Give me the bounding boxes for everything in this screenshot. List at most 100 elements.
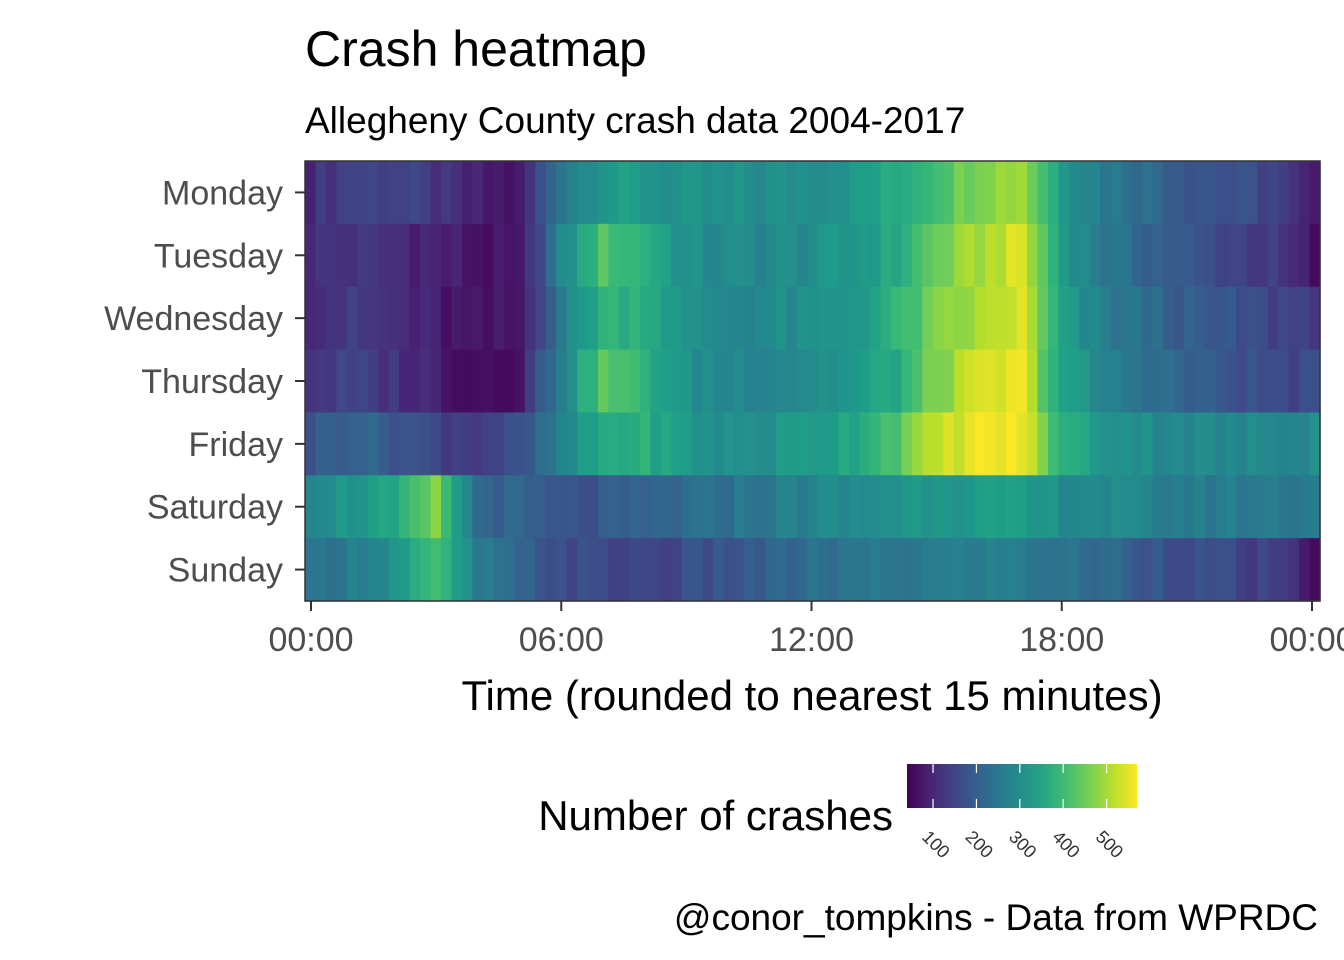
heat-cell: [482, 161, 494, 225]
heat-cell: [493, 223, 505, 288]
heat-cell: [870, 475, 882, 539]
heat-cell: [461, 349, 474, 414]
heat-cell: [953, 286, 965, 351]
y-axis: Monday Tuesday Wednesday Thursday Friday Satu…: [104, 174, 305, 590]
heat-cell: [1152, 223, 1164, 288]
heat-cell: [430, 286, 442, 351]
heat-cell: [325, 412, 337, 476]
heat-cell: [1299, 223, 1311, 288]
legend-colorbar: [907, 764, 1137, 808]
heat-cell: [1257, 538, 1269, 602]
x-axis: 00:00 06:00 12:00 18:00 00:00: [268, 601, 1344, 659]
heat-cell: [597, 475, 610, 539]
heat-cell: [807, 475, 819, 539]
heat-cell: [1121, 412, 1133, 476]
heat-cell: [1152, 538, 1164, 602]
heat-cell: [692, 412, 704, 476]
heat-cell: [1131, 412, 1143, 476]
heat-cell: [828, 223, 840, 288]
heat-cell: [754, 161, 767, 225]
heat-cell: [388, 223, 400, 288]
heat-cell: [744, 161, 756, 225]
heat-cell: [618, 538, 630, 602]
heat-cell: [744, 349, 756, 414]
heat-cell: [1183, 223, 1196, 288]
heat-cell: [880, 475, 892, 539]
heat-cell: [1006, 161, 1018, 225]
heat-cell: [639, 349, 651, 414]
heat-cell: [1047, 475, 1059, 539]
heat-cell: [618, 223, 630, 288]
heat-cell: [922, 412, 934, 476]
heat-cell: [639, 161, 651, 225]
heat-cell: [482, 286, 494, 351]
heat-cell: [1058, 223, 1070, 288]
heat-cell: [692, 286, 704, 351]
heat-cell: [1236, 412, 1248, 476]
heat-cell: [870, 161, 882, 225]
heat-cell: [702, 475, 714, 539]
y-tick-label: Wednesday: [104, 300, 283, 338]
heat-cell: [1288, 161, 1300, 225]
heat-cell: [618, 412, 630, 476]
heat-cell: [514, 412, 526, 476]
heat-cell: [901, 223, 913, 288]
heat-cell: [786, 475, 798, 539]
heat-cell: [650, 349, 662, 414]
heat-cell: [932, 538, 944, 602]
heat-cell: [472, 538, 484, 602]
heat-cell: [734, 538, 746, 602]
heat-cell: [493, 286, 505, 351]
heat-cell: [388, 349, 400, 414]
heat-cell: [1246, 412, 1258, 476]
heat-cell: [1121, 223, 1133, 288]
heat-cell: [305, 223, 317, 288]
heat-cell: [1079, 349, 1091, 414]
heat-cell: [566, 349, 578, 414]
heat-cell: [451, 349, 463, 414]
heat-cell: [1027, 286, 1039, 351]
heat-cell: [796, 475, 808, 539]
heat-cell: [660, 161, 672, 225]
heat-cell: [472, 286, 484, 351]
heat-cell: [1225, 161, 1237, 225]
heat-cell: [524, 538, 536, 602]
heat-cell: [367, 161, 379, 225]
heat-cell: [1173, 223, 1185, 288]
heat-cell: [859, 223, 871, 288]
heat-cell: [357, 349, 369, 414]
heat-cell: [995, 538, 1007, 602]
heat-cell: [409, 161, 421, 225]
heat-cell: [503, 286, 515, 351]
heat-cell: [1236, 475, 1248, 539]
heat-cell: [974, 475, 986, 539]
heat-cell: [1299, 349, 1311, 414]
heat-cell: [367, 349, 379, 414]
heat-cell: [901, 475, 913, 539]
heat-cell: [1100, 161, 1112, 225]
heat-cell: [503, 412, 515, 476]
heat-cell: [1163, 223, 1175, 288]
heat-cell: [953, 475, 965, 539]
heat-cell: [1121, 286, 1133, 351]
heat-cell: [943, 412, 955, 476]
legend-tick-label: 100: [918, 827, 953, 862]
heat-cell: [639, 475, 651, 539]
heat-cell: [943, 161, 955, 225]
heat-cell: [1194, 475, 1206, 539]
legend-tick-label: 500: [1092, 827, 1127, 862]
heat-cell: [681, 286, 693, 351]
heat-cell: [754, 223, 767, 288]
heat-cell: [1100, 412, 1112, 476]
heat-cell: [325, 286, 337, 351]
y-tick-label: Friday: [189, 426, 283, 464]
heat-cell: [922, 538, 934, 602]
heat-cell: [357, 412, 369, 476]
heat-cell: [503, 349, 515, 414]
heat-cell: [786, 538, 798, 602]
heat-cell: [1267, 161, 1279, 225]
heat-cell: [1068, 286, 1080, 351]
heat-cell: [1047, 349, 1059, 414]
heat-cell: [1309, 286, 1321, 351]
heat-cell: [932, 223, 944, 288]
